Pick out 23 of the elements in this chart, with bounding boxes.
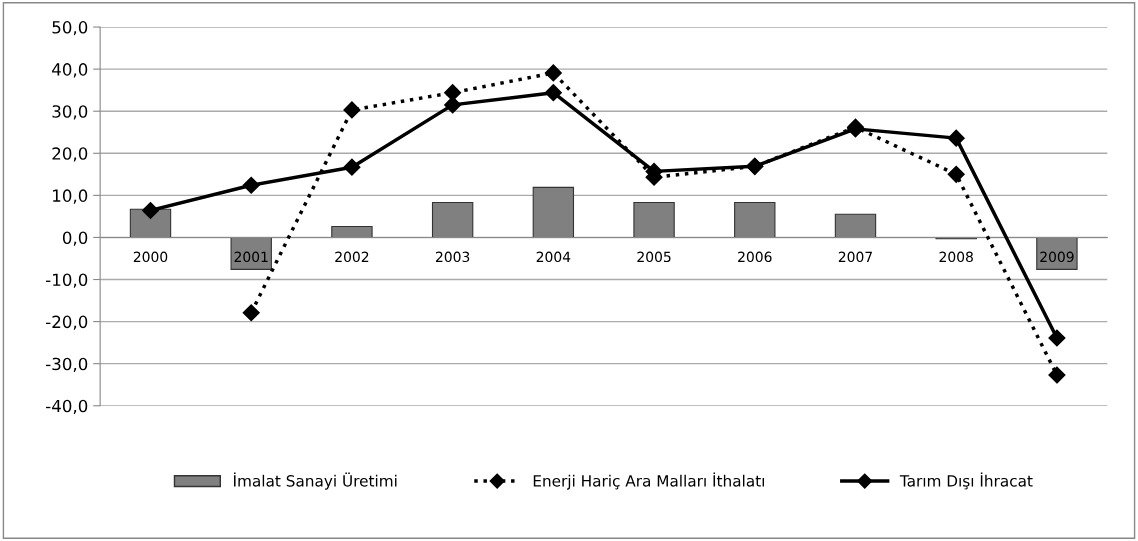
x-tick-label: 2004	[536, 251, 571, 263]
legend-label: İmalat Sanayi Üretimi	[234, 472, 397, 490]
y-tick-label: -40,0	[46, 399, 88, 415]
legend-label: Tarım Dışı İhracat	[899, 472, 1033, 490]
y-tick-label: 10,0	[53, 189, 88, 204]
x-tick-label: 2001	[234, 251, 268, 263]
x-tick-label: 2008	[939, 251, 973, 263]
x-tick-label: 2002	[335, 251, 369, 263]
x-tick-label: 2000	[133, 251, 168, 263]
legend-label: Enerji Hariç Ara Malları İthalatı	[533, 472, 764, 490]
x-tick-label: 2006	[738, 251, 772, 263]
y-tick-label: 40,0	[52, 63, 88, 78]
y-tick-label: -20,0	[46, 315, 88, 330]
y-tick-label: -10,0	[46, 273, 88, 288]
y-tick-label: 20,0	[52, 147, 88, 162]
y-tick-label: -30,0	[46, 357, 88, 372]
y-tick-label: 30,0	[52, 105, 88, 120]
x-tick-label: 2009	[1040, 251, 1074, 263]
y-tick-label: 50,0	[52, 21, 88, 36]
x-tick-label: 2007	[838, 251, 872, 263]
x-tick-label: 2005	[637, 251, 671, 263]
x-tick-label: 2003	[435, 251, 470, 263]
y-tick-label: 0,0	[62, 231, 88, 246]
